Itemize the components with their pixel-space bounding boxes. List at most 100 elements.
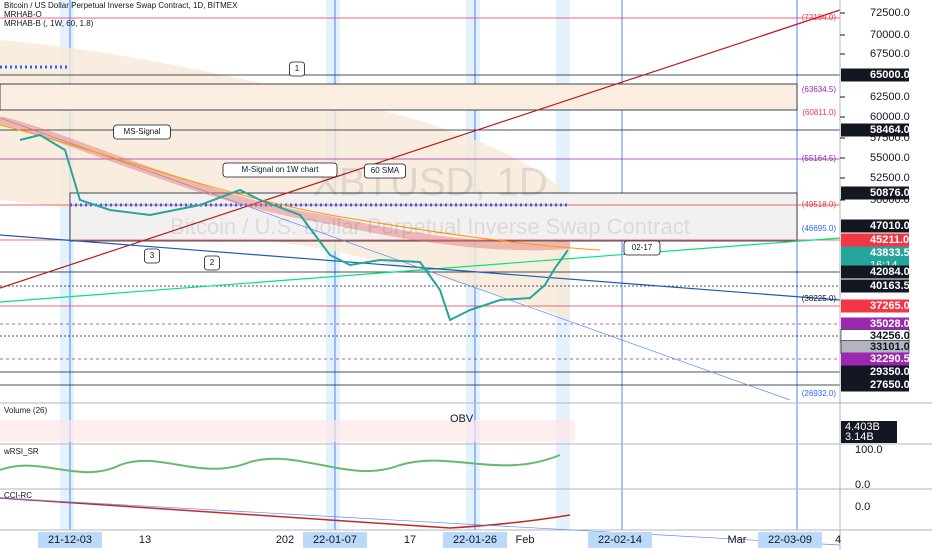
price-path xyxy=(19,133,569,322)
level-label: (60811.0) xyxy=(802,108,836,117)
annotation-box xyxy=(113,124,171,140)
annotation: MS-Signal xyxy=(124,127,161,136)
level-label: (49518.0) xyxy=(802,200,837,209)
price-tick-label: 52500.0 xyxy=(870,172,910,184)
date-highlight xyxy=(758,532,822,548)
pane-tick: 100.0 xyxy=(855,444,883,456)
annotation-box xyxy=(288,61,305,77)
price-marker xyxy=(841,233,909,247)
annotation: 3 xyxy=(150,251,155,260)
time-label: 4 xyxy=(835,534,841,546)
price-marker-label: 50876.0 xyxy=(870,187,910,199)
annotation-box xyxy=(363,163,406,179)
annotation: 2 xyxy=(210,258,215,267)
price-marker xyxy=(841,279,909,293)
price-marker-label: 45211.0 xyxy=(870,234,909,246)
price-marker-label: 47010.0 xyxy=(870,220,910,232)
time-label: 22-03-09 xyxy=(768,534,812,546)
time-label: 13 xyxy=(139,534,151,546)
price-marker-label: 29350.0 xyxy=(870,366,910,378)
trend-line xyxy=(0,237,841,303)
price-tick-label: 70000.0 xyxy=(870,29,910,41)
pane-title: Volume (26) xyxy=(4,406,47,415)
price-marker xyxy=(841,365,909,379)
level-label: (38225.0) xyxy=(802,294,837,303)
pane-tick: 0.0 xyxy=(855,501,870,513)
time-label: 202 xyxy=(276,534,294,546)
price-marker xyxy=(841,219,909,233)
price-tick-label: 67500.0 xyxy=(870,48,910,60)
price-marker-label: 37265.0 xyxy=(870,300,910,312)
level-label: (55164.5) xyxy=(802,154,837,163)
trend-line xyxy=(0,497,841,546)
annotation-box xyxy=(203,255,220,271)
time-label: 22-01-26 xyxy=(453,534,497,546)
level-label: (26932.0) xyxy=(802,389,837,398)
price-marker xyxy=(841,378,909,392)
date-highlight xyxy=(443,532,507,548)
wrsi-line xyxy=(0,454,561,474)
time-label: 21-12-03 xyxy=(48,534,92,546)
price-marker-label: 35028.0 xyxy=(870,318,910,330)
annotation: 02-17 xyxy=(632,243,653,252)
annotation-box xyxy=(623,240,661,256)
indicator-label: MRHAB-B (, 1W, 60, 1.8) xyxy=(4,19,94,28)
trend-line xyxy=(0,9,841,289)
price-tick-label: 55000.0 xyxy=(870,152,910,164)
price-marker-label: 43833.5 xyxy=(870,247,910,259)
price-marker-label: 32290.5 xyxy=(870,353,910,365)
price-marker-label: 65000.0 xyxy=(870,69,910,81)
price-marker xyxy=(841,246,909,260)
indicator-label: MRHAB-O xyxy=(4,10,42,19)
zone-box xyxy=(69,192,798,242)
annotation-box xyxy=(143,248,160,264)
pane-value: 4.403B xyxy=(845,421,880,433)
cci-line xyxy=(0,497,571,529)
price-marker xyxy=(841,299,909,313)
time-label: Mar xyxy=(728,534,747,546)
price-marker-label: 58464.0 xyxy=(870,124,910,136)
pane-tick: 0.0 xyxy=(855,479,870,491)
pane-value-bg xyxy=(841,421,897,433)
trend-line xyxy=(0,117,791,401)
watermark: XBTUSD, 1D xyxy=(312,161,548,205)
chart-title: Bitcoin / US Dollar Perpetual Inverse Sw… xyxy=(4,1,238,10)
level-label: (46695.0) xyxy=(802,224,837,233)
price-marker xyxy=(841,123,909,137)
price-marker-label: 27650.0 xyxy=(870,379,910,391)
level-label: (72104.0) xyxy=(802,13,837,22)
time-label: 22-01-07 xyxy=(313,534,357,546)
price-tick-label: 62500.0 xyxy=(870,91,910,103)
price-marker xyxy=(841,186,909,200)
time-label: Feb xyxy=(516,534,535,546)
price-marker-label: 33101.0 xyxy=(870,341,910,353)
pane-label: OBV xyxy=(450,413,474,425)
annotation-box xyxy=(222,162,338,178)
level-label: (63634.5) xyxy=(802,85,837,94)
volume-bars xyxy=(0,420,575,442)
price-marker-label: 42084.0 xyxy=(870,266,910,278)
time-label: 17 xyxy=(404,534,416,546)
pane-value-bg xyxy=(841,431,897,443)
price-marker xyxy=(841,265,909,279)
price-marker xyxy=(841,68,909,82)
price-tick-label: 72500.0 xyxy=(870,7,910,19)
zone-box xyxy=(0,83,798,111)
price-tick-label: 60000.0 xyxy=(870,111,910,123)
price-marker xyxy=(841,352,909,366)
levels xyxy=(0,17,840,386)
price-marker xyxy=(841,317,909,331)
price-marker-label: 40163.5 xyxy=(870,280,910,292)
date-highlight xyxy=(588,532,652,548)
pane-title: CCI-RC xyxy=(4,491,32,500)
trend-line xyxy=(0,234,841,301)
pane-value: 3.14B xyxy=(845,431,874,443)
price-marker-label: 34256.0 xyxy=(870,330,910,342)
annotation: 1 xyxy=(295,64,300,73)
watermark: Bitcoin / U.S. Dollar Perpetual Inverse … xyxy=(170,214,690,239)
time-label: 22-02-14 xyxy=(598,534,642,546)
ms-signal xyxy=(0,116,571,251)
annotation: M-Signal on 1W chart xyxy=(242,165,320,174)
